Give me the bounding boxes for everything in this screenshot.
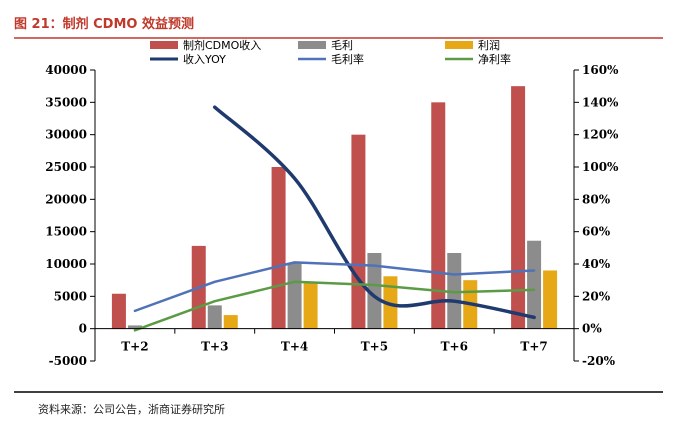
category-label: T+3 <box>201 340 228 354</box>
category-label: T+6 <box>441 340 468 354</box>
bar <box>207 305 222 329</box>
legend-label: 收入YOY <box>183 52 226 66</box>
right-axis-tick-label: 40% <box>582 257 611 271</box>
bar <box>527 240 542 329</box>
right-axis-tick-label: -20% <box>582 354 616 368</box>
left-axis-tick-label: 35000 <box>45 95 87 109</box>
legend-swatch <box>150 41 178 49</box>
bar <box>351 134 366 329</box>
bar <box>431 102 446 329</box>
bar <box>511 86 526 329</box>
bar <box>447 253 462 329</box>
right-axis-tick-label: 0% <box>582 322 602 336</box>
left-axis-tick-label: 30000 <box>45 128 87 142</box>
left-axis-tick-label: 15000 <box>45 225 87 239</box>
line-marks <box>133 105 536 332</box>
left-axis-tick-label: 0 <box>79 322 87 336</box>
right-axis-tick-label: 100% <box>582 160 619 174</box>
left-axis-tick-label: 10000 <box>45 257 87 271</box>
right-axis-tick-label: 140% <box>582 95 619 109</box>
bar <box>223 315 238 329</box>
left-axis-tick-label: 20000 <box>45 192 87 206</box>
figure-title: 图 21：制剂 CDMO 效益预测 <box>14 16 194 32</box>
bar <box>271 167 286 329</box>
left-axis-tick-label: 25000 <box>45 160 87 174</box>
right-axis-tick-label: 160% <box>582 63 619 77</box>
source-note: 资料来源：公司公告，浙商证券研究所 <box>38 402 225 416</box>
legend-label: 利润 <box>478 38 500 52</box>
bar <box>543 270 558 329</box>
right-axis-tick-label: 60% <box>582 225 611 239</box>
category-label: T+5 <box>361 340 388 354</box>
axes: -5000 0 5000 10000 15000 20000 25000 30000 35000… <box>45 63 619 368</box>
right-axis-tick-label: 80% <box>582 192 611 206</box>
legend-label: 毛利 <box>331 39 353 52</box>
bar <box>287 262 302 329</box>
series-line <box>133 261 536 313</box>
legend-label: 制剂CDMO收入 <box>183 38 261 52</box>
bar-marks <box>111 86 558 329</box>
left-axis-tick-label: 40000 <box>45 63 87 77</box>
legend-swatch <box>445 41 473 49</box>
right-axis-tick-label: 20% <box>582 289 611 303</box>
left-axis-tick-label: -5000 <box>49 354 87 368</box>
category-label: T+2 <box>121 340 148 354</box>
series-line <box>213 105 536 320</box>
bar <box>383 276 398 329</box>
bar <box>127 325 142 329</box>
legend-label: 毛利率 <box>331 52 364 66</box>
right-axis-tick-label: 120% <box>582 128 619 142</box>
legend-label: 净利率 <box>478 52 511 66</box>
series-line <box>133 280 536 332</box>
legend-swatch <box>298 41 326 49</box>
category-label: T+4 <box>281 340 308 354</box>
left-axis-tick-label: 5000 <box>54 289 87 303</box>
category-label: T+7 <box>520 340 547 354</box>
bar <box>367 253 382 329</box>
bar <box>303 282 318 329</box>
bar <box>111 293 126 329</box>
